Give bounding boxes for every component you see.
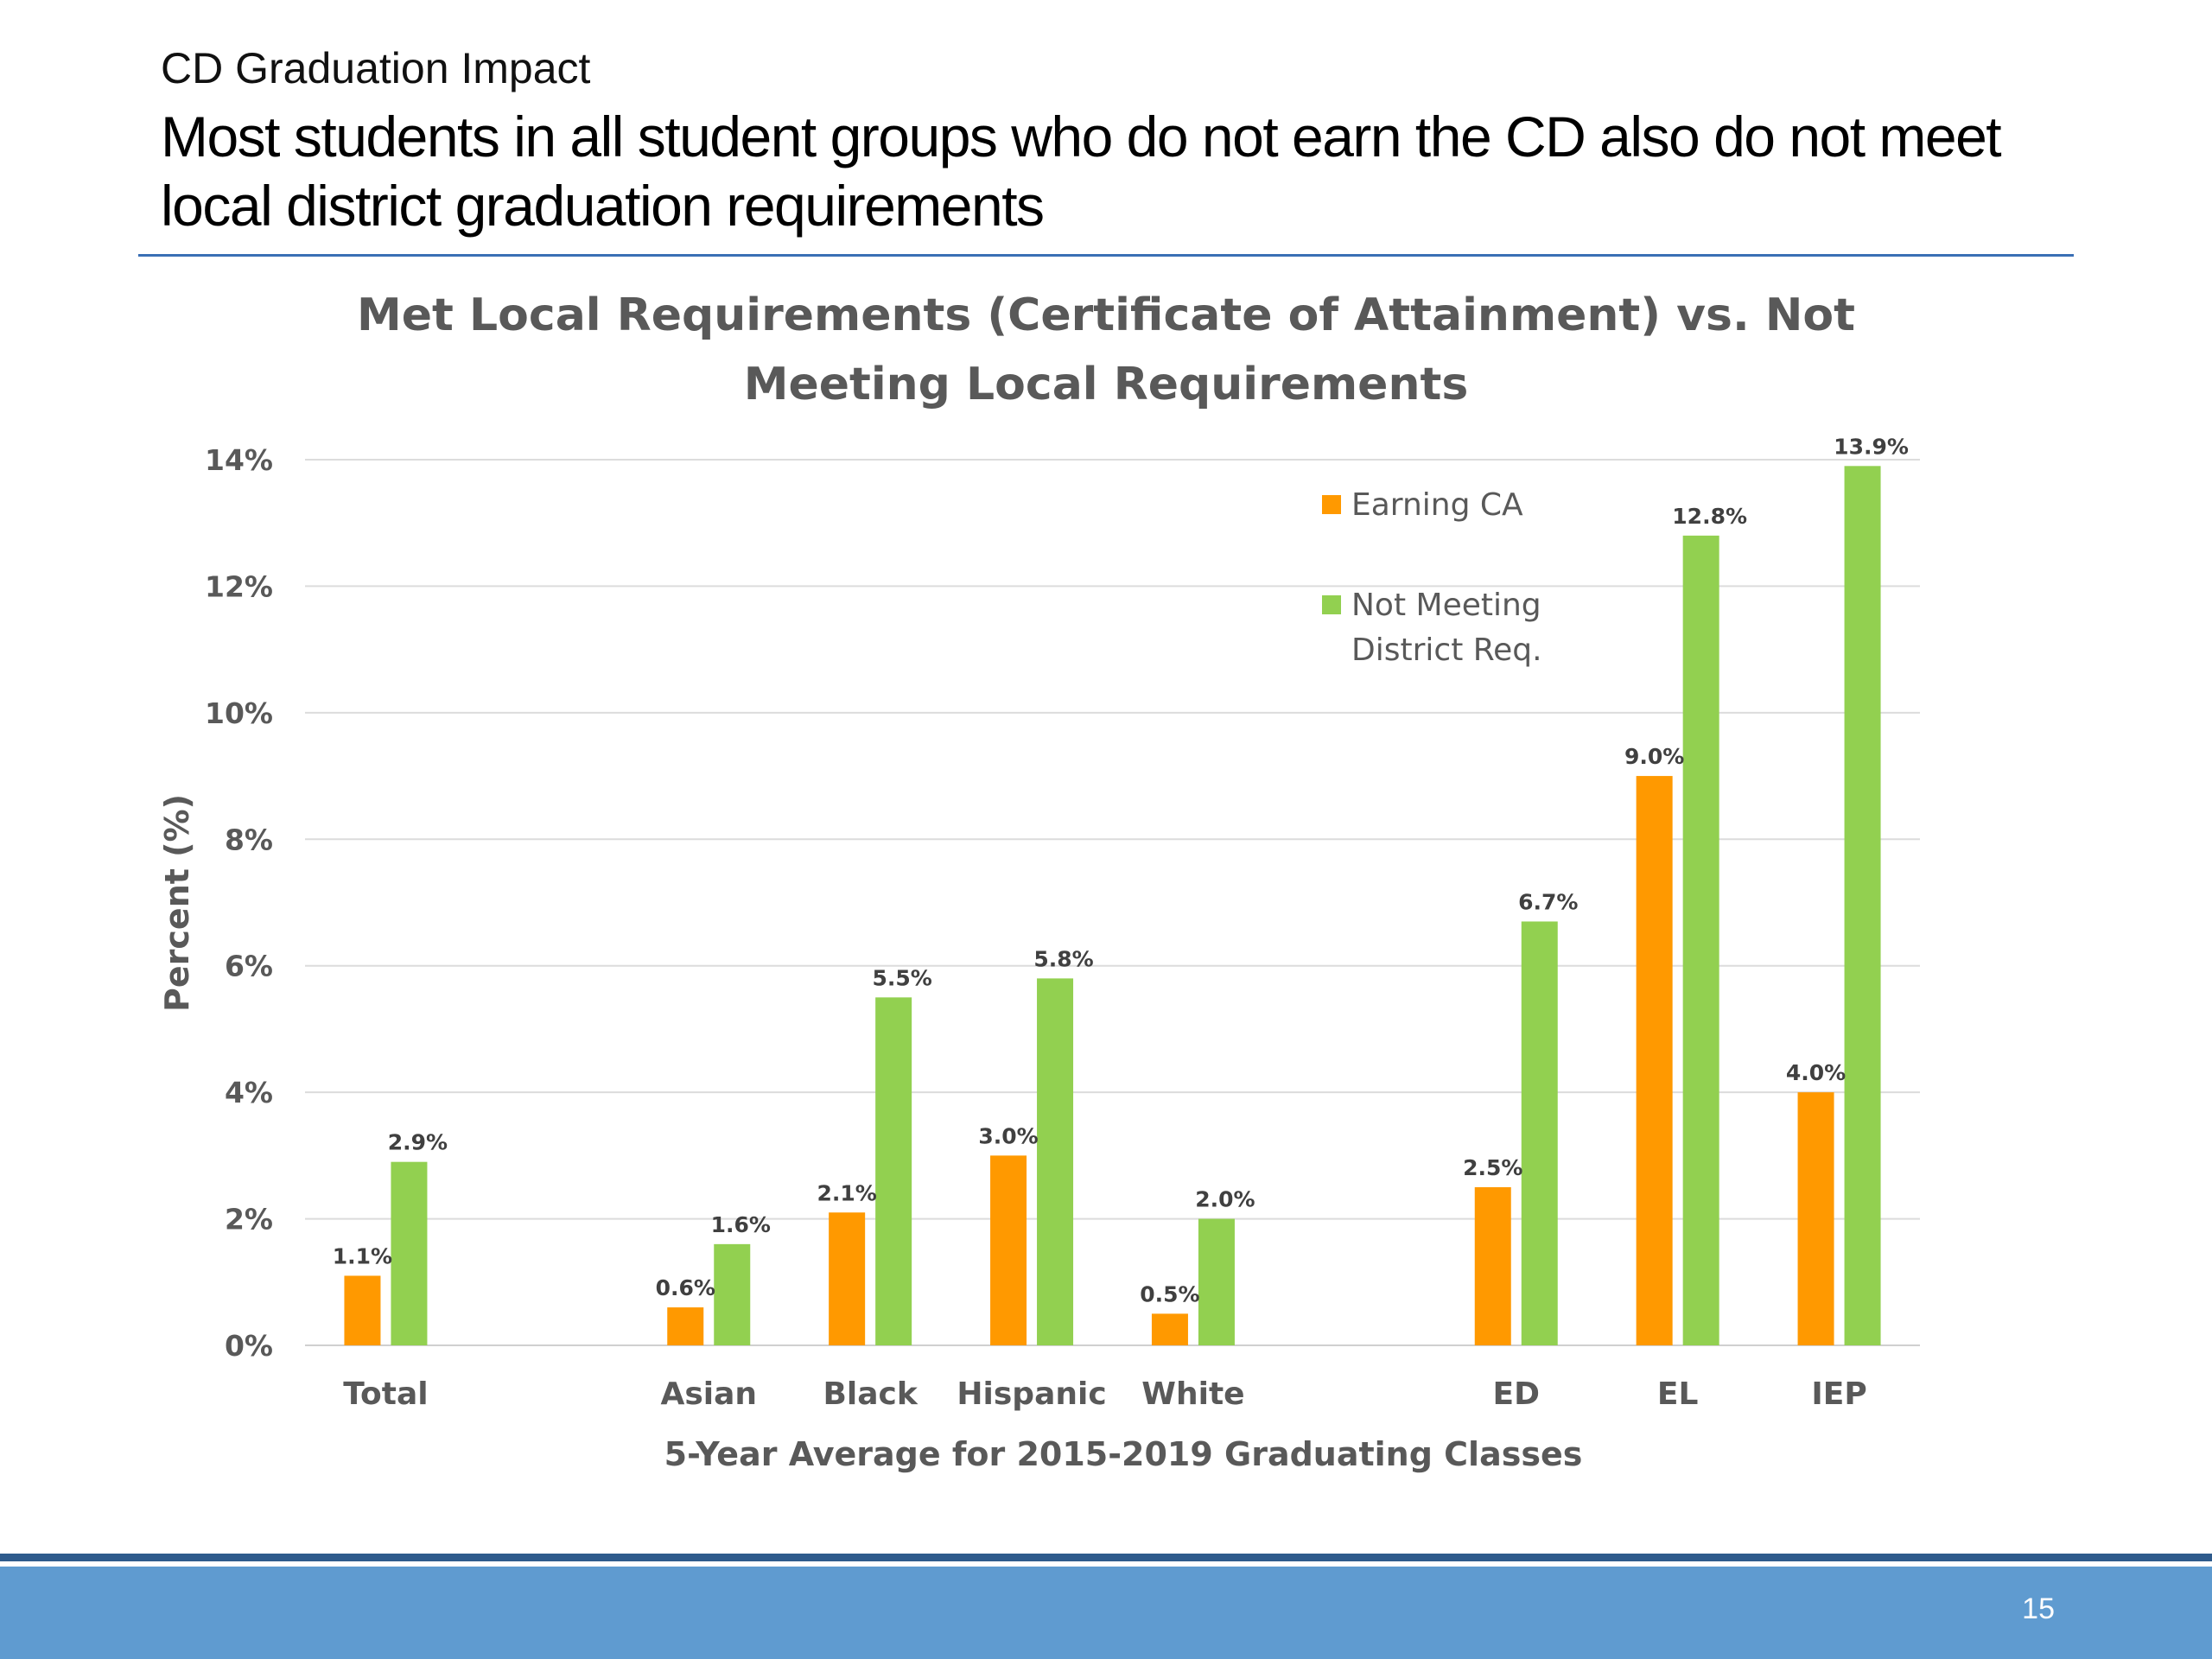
y-tick-label: 4% bbox=[225, 1076, 273, 1109]
y-axis-title: Percent (%) bbox=[158, 794, 196, 1012]
category-label: ED bbox=[1493, 1376, 1540, 1412]
y-tick-label: 14% bbox=[205, 443, 273, 477]
data-label: 2.5% bbox=[1463, 1155, 1522, 1180]
bar-not-meeting bbox=[714, 1243, 751, 1345]
chart-title: Met Local Requirements (Certificate of A… bbox=[357, 289, 1855, 410]
data-label: 6.7% bbox=[1518, 889, 1578, 914]
y-tick-label: 0% bbox=[225, 1329, 273, 1363]
chart-gridlines bbox=[305, 459, 1920, 1346]
chart-bars bbox=[344, 466, 1881, 1345]
bar-earning-ca bbox=[1636, 776, 1673, 1345]
chart-data-labels: 1.1% 2.9% 0.6% 1.6% 2.1% 5.5% 3.0% 5.8% 0.5% 2.0%… bbox=[333, 434, 1909, 1306]
title-divider bbox=[138, 254, 2074, 257]
bar-earning-ca bbox=[829, 1212, 866, 1345]
y-tick-label: 12% bbox=[205, 569, 273, 603]
y-tick-label: 2% bbox=[225, 1203, 273, 1236]
data-label: 13.9% bbox=[1834, 434, 1909, 459]
category-label: White bbox=[1141, 1376, 1244, 1412]
footer-band bbox=[0, 1567, 2212, 1659]
data-label: 4.0% bbox=[1786, 1060, 1846, 1085]
bar-earning-ca bbox=[667, 1307, 704, 1345]
category-label: IEP bbox=[1811, 1376, 1866, 1412]
bar-earning-ca bbox=[344, 1275, 381, 1345]
bar-not-meeting bbox=[391, 1161, 428, 1345]
data-label: 0.6% bbox=[656, 1275, 715, 1300]
category-label: EL bbox=[1657, 1376, 1699, 1412]
data-label: 2.0% bbox=[1195, 1187, 1255, 1212]
data-label: 2.1% bbox=[817, 1180, 876, 1205]
category-label: Black bbox=[823, 1376, 918, 1412]
bar-not-meeting bbox=[1682, 535, 1719, 1345]
bar-earning-ca bbox=[1797, 1092, 1834, 1345]
data-label: 2.9% bbox=[388, 1130, 448, 1155]
footer-divider bbox=[0, 1554, 2212, 1561]
bar-not-meeting bbox=[1844, 466, 1881, 1345]
legend-label: District Req. bbox=[1351, 632, 1542, 668]
y-axis-ticks: 0% 2% 4% 6% 8% 10% 12% 14% bbox=[205, 443, 273, 1363]
data-label: 5.5% bbox=[872, 965, 931, 990]
y-tick-label: 10% bbox=[205, 696, 273, 730]
category-label: Asian bbox=[660, 1376, 757, 1412]
slide-headline: Most students in all student groups who … bbox=[161, 105, 2002, 238]
data-label: 12.8% bbox=[1672, 504, 1747, 529]
chart-legend: Earning CA Not Meeting District Req. bbox=[1322, 487, 1542, 668]
x-axis-categories: Total Asian Black Hispanic White ED EL IEP bbox=[343, 1376, 1866, 1412]
bar-earning-ca bbox=[1151, 1313, 1188, 1345]
bar-earning-ca bbox=[1474, 1186, 1511, 1345]
slide-kicker: CD Graduation Impact bbox=[161, 44, 591, 92]
bar-not-meeting bbox=[875, 997, 912, 1345]
legend-label: Not Meeting bbox=[1351, 588, 1541, 623]
legend-swatch-not-meeting bbox=[1322, 595, 1341, 614]
bar-not-meeting bbox=[1037, 978, 1074, 1345]
chart-title-line: Meeting Local Requirements bbox=[744, 359, 1469, 410]
y-tick-label: 6% bbox=[225, 950, 273, 983]
data-label: 0.5% bbox=[1140, 1281, 1199, 1306]
data-label: 1.6% bbox=[711, 1212, 771, 1237]
bar-earning-ca bbox=[990, 1155, 1027, 1345]
data-label: 9.0% bbox=[1624, 744, 1684, 769]
bar-chart: Met Local Requirements (Certificate of A… bbox=[158, 289, 1920, 1473]
data-label: 5.8% bbox=[1033, 946, 1093, 971]
page-number: 15 bbox=[2022, 1592, 2055, 1625]
legend-label: Earning CA bbox=[1351, 487, 1523, 523]
chart-title-line: Met Local Requirements (Certificate of A… bbox=[357, 289, 1855, 341]
category-label: Total bbox=[343, 1376, 428, 1412]
x-axis-title: 5-Year Average for 2015-2019 Graduating … bbox=[664, 1435, 1583, 1473]
data-label: 3.0% bbox=[978, 1123, 1038, 1148]
y-tick-label: 8% bbox=[225, 823, 273, 856]
bar-not-meeting bbox=[1198, 1218, 1235, 1345]
bar-not-meeting bbox=[1521, 921, 1558, 1345]
category-label: Hispanic bbox=[957, 1376, 1106, 1412]
legend-swatch-earning-ca bbox=[1322, 495, 1341, 514]
data-label: 1.1% bbox=[333, 1243, 392, 1268]
